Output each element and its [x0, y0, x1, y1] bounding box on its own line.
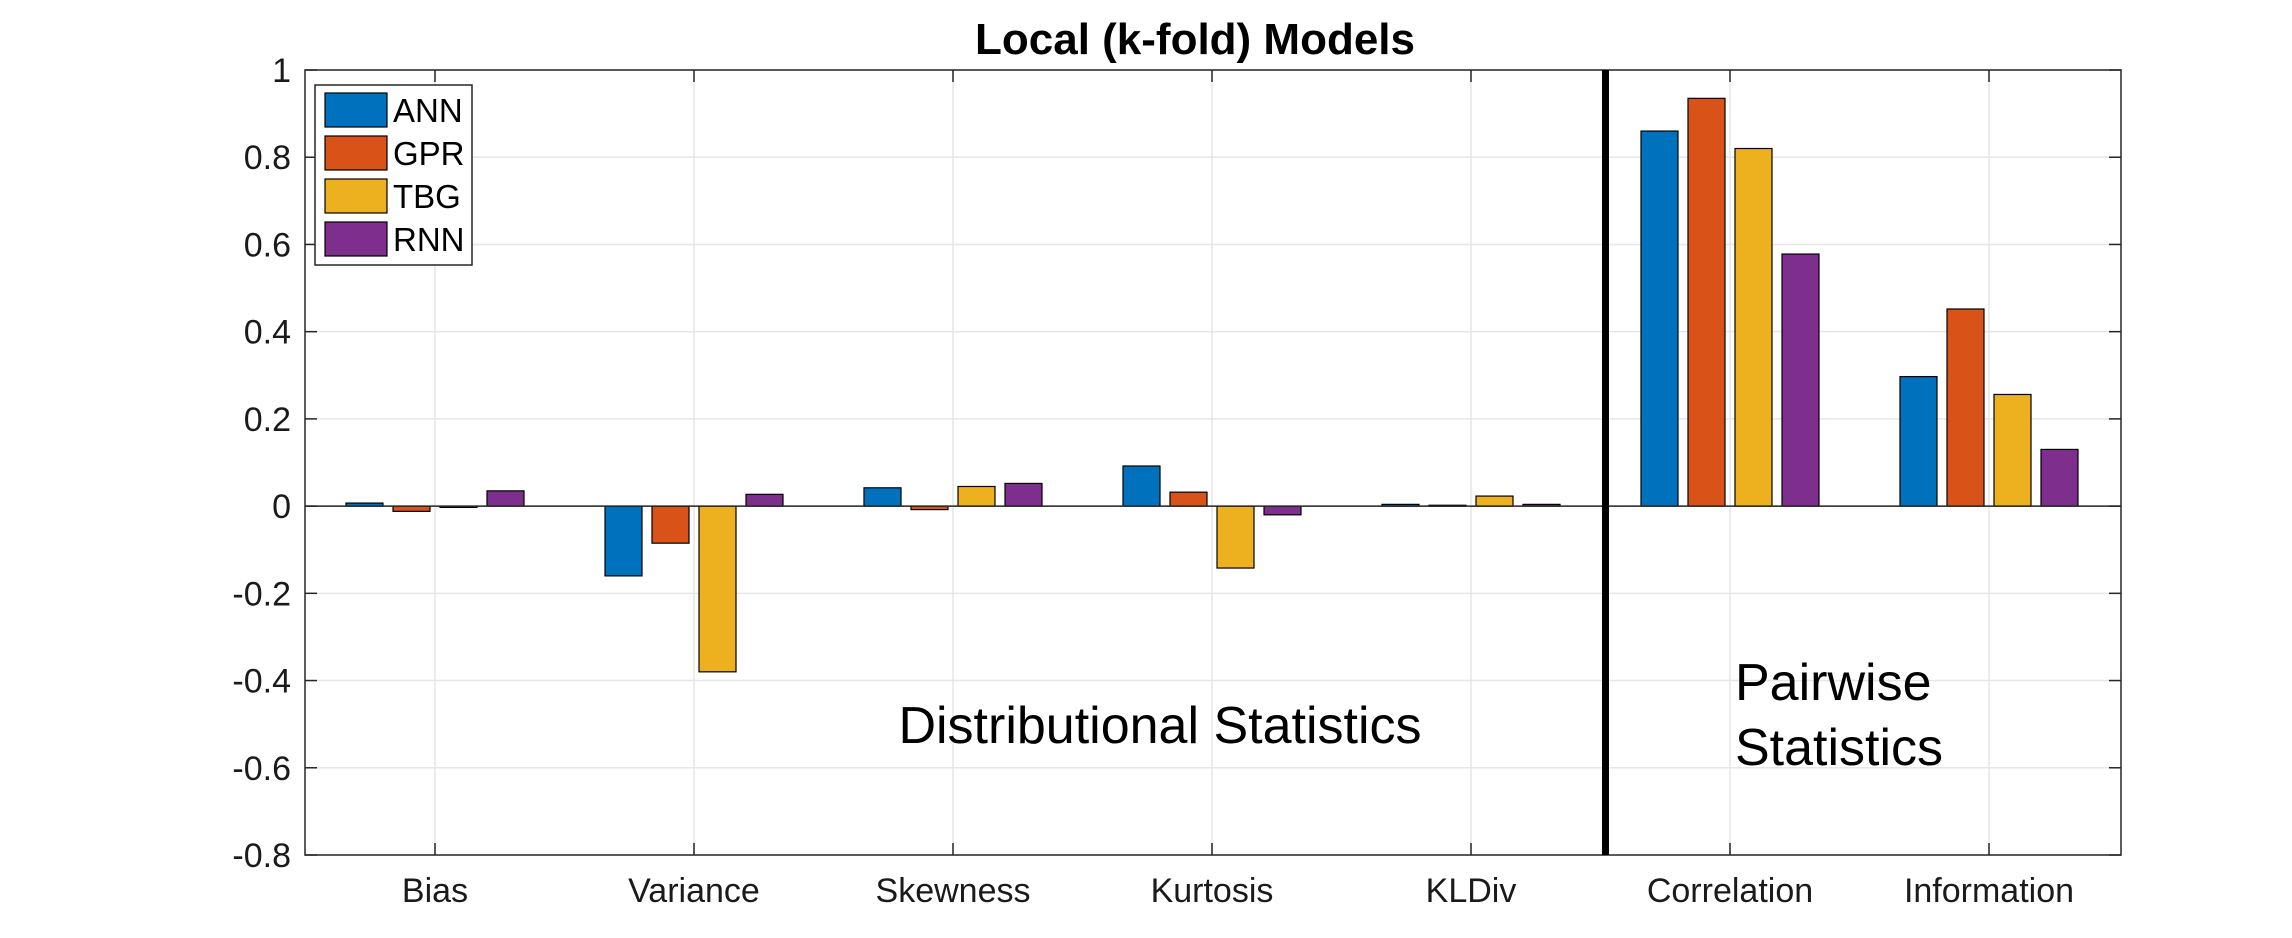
x-tick-label: Skewness: [876, 872, 1031, 910]
legend-label-gpr: GPR: [393, 135, 465, 172]
bar-rnn-skewness: [1004, 482, 1043, 507]
bar-gpr-correlation: [1687, 97, 1726, 507]
x-tick-label: Bias: [402, 872, 468, 910]
x-tick-label: KLDiv: [1426, 872, 1517, 910]
x-tick-label: Correlation: [1647, 872, 1813, 910]
annotation-pairwise-line2: Statistics: [1735, 719, 1943, 777]
bar-ann-correlation: [1640, 130, 1679, 507]
y-tick-label: 1: [272, 52, 291, 90]
annotation-distributional: Distributional Statistics: [898, 697, 1421, 755]
legend-label-ann: ANN: [393, 92, 463, 129]
x-tick-labels: Bias Variance Skewness Kurtosis KLDiv Correla…: [402, 872, 2074, 910]
y-tick-label: 0: [272, 488, 291, 526]
x-tick-label: Information: [1904, 872, 2074, 910]
y-tick-label: 0.8: [244, 139, 291, 177]
bar-ann-information: [1899, 375, 1938, 507]
y-tick-label: 0.2: [244, 401, 291, 439]
bar-tbg-kurtosis: [1216, 505, 1255, 569]
y-tick-label: -0.6: [232, 750, 291, 788]
bar-gpr-variance: [651, 505, 690, 544]
axes: [304, 69, 2122, 856]
y-tick-label: -0.4: [232, 663, 291, 701]
legend: ANN GPR TBG RNN: [314, 84, 473, 266]
bar-ann-variance: [604, 505, 643, 577]
legend-swatch-gpr: [324, 135, 388, 171]
x-tick-label: Variance: [628, 872, 760, 910]
bar-rnn-kurtosis: [1263, 505, 1302, 516]
legend-swatch-rnn: [324, 221, 388, 257]
y-tick-labels: -0.8 -0.6 -0.4 -0.2 0 0.2 0.4 0.6 0.8 1: [232, 52, 291, 875]
bar-rnn-correlation: [1781, 253, 1820, 507]
x-tick-label: Kurtosis: [1151, 872, 1274, 910]
chart-title: Local (k-fold) Models: [975, 15, 1415, 64]
bars-group: [345, 97, 2079, 673]
y-tick-label: -0.2: [232, 575, 291, 613]
legend-swatch-ann: [324, 92, 388, 128]
legend-label-tbg: TBG: [393, 178, 461, 215]
bar-tbg-skewness: [957, 485, 996, 507]
bar-ann-kurtosis: [1122, 465, 1161, 507]
bar-gpr-information: [1946, 308, 1985, 507]
legend-label-rnn: RNN: [393, 221, 465, 258]
bar-tbg-information: [1993, 393, 2032, 507]
bar-gpr-bias: [392, 505, 431, 512]
bar-ann-skewness: [863, 487, 902, 507]
y-tick-label: 0.4: [244, 314, 291, 352]
plot-area-box: [304, 69, 2122, 856]
y-tick-label: 0.6: [244, 226, 291, 264]
bar-gpr-kurtosis: [1169, 491, 1208, 507]
bar-tbg-kldiv: [1475, 495, 1514, 507]
bar-tbg-correlation: [1734, 147, 1773, 507]
legend-swatch-tbg: [324, 178, 388, 214]
bar-rnn-bias: [486, 490, 525, 507]
bar-rnn-information: [2040, 448, 2079, 507]
y-tick-label: -0.8: [232, 837, 291, 875]
bar-rnn-variance: [745, 493, 784, 507]
annotation-pairwise-line1: Pairwise: [1735, 654, 1932, 712]
bar-tbg-variance: [698, 505, 737, 673]
